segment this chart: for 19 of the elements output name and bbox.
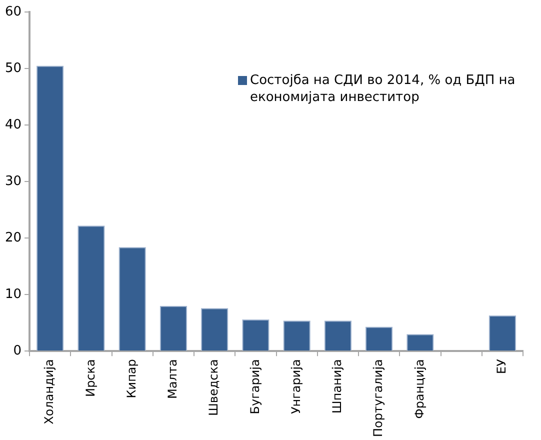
y-tick-label: 30	[4, 174, 22, 189]
x-tick-label: Франција	[412, 359, 426, 419]
x-tick-label: Бугарија	[248, 359, 262, 414]
x-tick-label: Шведска	[206, 359, 221, 416]
x-tick-label: Шпанија	[330, 359, 344, 414]
x-tick-label: Кипар	[124, 359, 138, 398]
x-tick-label: Унгарија	[288, 359, 303, 414]
y-tick-label: 20	[4, 230, 22, 246]
y-tick-label: 60	[4, 4, 22, 20]
y-tick-label: 50	[4, 60, 22, 76]
x-tick-label: Ирска	[83, 359, 98, 397]
x-tick-label: Португалија	[371, 359, 386, 437]
y-tick-label: 10	[4, 286, 22, 302]
legend-label: Состојба на СДИ во 2014, % од БДП на економијата инвеститор	[250, 72, 516, 106]
y-tick-label: 0	[13, 343, 22, 358]
x-tick-label: Холандија	[42, 359, 56, 424]
y-tick-label: 40	[4, 117, 22, 132]
x-tick-label: Малта	[166, 359, 180, 399]
x-tick-label: ЕУ	[494, 358, 509, 374]
